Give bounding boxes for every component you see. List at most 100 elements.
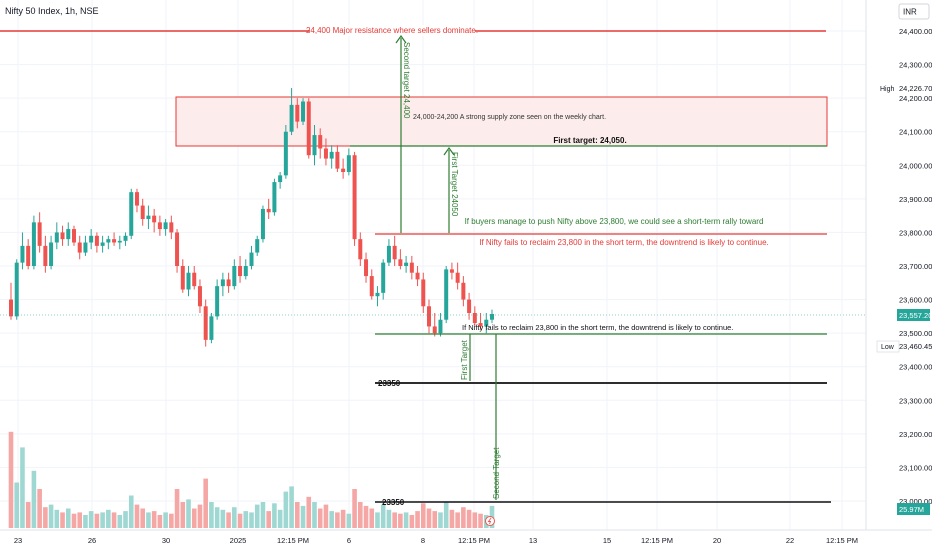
volume-bar	[94, 513, 100, 528]
volume-bar	[186, 499, 191, 528]
downtrend-annotation: If Nifty fails to reclaim 23,800 in the …	[479, 238, 768, 247]
candle-body	[358, 239, 363, 260]
last-price-value: 23,557.20	[899, 311, 932, 320]
volume-bar	[25, 502, 31, 528]
volume-bar	[146, 512, 151, 528]
candle-body	[117, 240, 122, 243]
price-tick-label: 23,600.00	[899, 296, 932, 305]
volume-bar	[426, 508, 432, 528]
volume-bar	[43, 507, 48, 528]
first-target-annotation: First target: 24,050.	[553, 136, 626, 145]
volume-bar	[323, 504, 329, 528]
first-target-vertical-label: First Target 24050	[450, 152, 459, 217]
volume-bar	[466, 509, 472, 528]
candle-body	[272, 182, 277, 213]
candle-body	[467, 299, 472, 313]
volume-bar	[472, 512, 478, 528]
candle-body	[295, 104, 300, 122]
candle-body	[484, 319, 489, 327]
time-tick-label: 23	[14, 536, 22, 545]
candle-body	[335, 151, 340, 169]
volume-bar	[260, 502, 266, 528]
time-tick-label: 30	[162, 536, 170, 545]
level-23350-label: 23350	[378, 379, 401, 388]
volume-bar	[369, 508, 375, 528]
volume-bar	[357, 502, 363, 528]
volume-bar	[77, 512, 83, 528]
volume-bar	[283, 491, 289, 528]
volume-bar	[8, 431, 14, 528]
candle-body	[432, 326, 437, 334]
candle-body	[94, 235, 99, 246]
volume-bar	[249, 512, 254, 528]
time-axis[interactable]: 23 26 30 2025 12:15 PM 6 8 12:15 PM 13 15 12:15 PM…	[14, 536, 858, 545]
volume-bar	[403, 512, 409, 528]
candle-body	[43, 245, 48, 266]
volume-bar	[392, 512, 397, 528]
volume-bar	[340, 509, 346, 528]
price-tick-label: 23,700.00	[899, 262, 932, 271]
volume-bar	[420, 503, 426, 528]
candle-body	[455, 272, 460, 283]
candle-body	[369, 276, 374, 297]
candle-body	[106, 239, 111, 243]
event-marker-icon[interactable]	[485, 516, 495, 526]
volume-bar	[409, 515, 415, 528]
candle-body	[54, 232, 59, 243]
volume-bar	[214, 507, 220, 528]
price-tick-label: 23,300.00	[899, 396, 932, 405]
candle-body	[375, 292, 380, 297]
price-tick-label: 23,900.00	[899, 195, 932, 204]
volume-bar	[306, 496, 312, 528]
price-tick-label: 23,200.00	[899, 430, 932, 439]
price-axis[interactable]: 24,400.00 24,300.00 24,200.00 24,100.00 24,0…	[899, 27, 932, 506]
candle-body	[364, 259, 369, 277]
volume-bar	[48, 504, 54, 528]
candle-body	[381, 262, 386, 293]
candle-body	[209, 316, 214, 340]
candlestick-series	[9, 88, 494, 347]
currency-badge-label: INR	[903, 8, 917, 17]
volume-bar	[88, 511, 94, 528]
candle-body	[386, 245, 391, 263]
resistance-annotation: 24,400 Major resistance where sellers do…	[306, 26, 478, 35]
low-value: 23,460.45	[899, 342, 932, 351]
candle-body	[301, 101, 306, 122]
time-tick-label: 2025	[230, 536, 247, 545]
volume-bar	[100, 512, 105, 528]
volume-bar	[335, 512, 340, 528]
volume-bar	[289, 486, 294, 528]
candle-body	[9, 299, 13, 317]
supply-zone-box[interactable]	[175, 96, 828, 147]
volume-bar	[272, 503, 277, 528]
candle-body	[449, 269, 454, 273]
candle-body	[278, 175, 283, 183]
downtrend-annotation-2: If Nifty fails to reclaim 23,800 in the …	[462, 323, 733, 332]
volume-bar	[220, 509, 226, 528]
candle-body	[203, 306, 208, 340]
candle-body	[37, 222, 42, 246]
currency-badge[interactable]	[898, 3, 930, 20]
candle-body	[323, 148, 328, 159]
volume-bar	[277, 509, 283, 528]
volume-bar	[65, 508, 71, 528]
candle-body	[478, 323, 483, 327]
candle-body	[89, 235, 94, 243]
volume-bar	[346, 513, 352, 528]
candle-body	[398, 259, 403, 266]
candle-body	[220, 279, 225, 287]
supply-zone-annotation: 24,000-24,200 A strong supply zone seen …	[413, 114, 606, 121]
volume-bar	[117, 515, 123, 528]
volume-bar	[254, 504, 260, 528]
volume-bar	[111, 512, 117, 528]
candle-body	[49, 242, 54, 266]
price-tick-label: 23,400.00	[899, 363, 932, 372]
volume-bar	[191, 508, 197, 528]
time-tick-label: 13	[529, 536, 537, 545]
volume-bar	[386, 509, 392, 528]
volume-bar	[106, 509, 111, 528]
candle-body	[123, 235, 128, 241]
volume-bar	[449, 509, 455, 528]
candle-body	[472, 313, 477, 324]
